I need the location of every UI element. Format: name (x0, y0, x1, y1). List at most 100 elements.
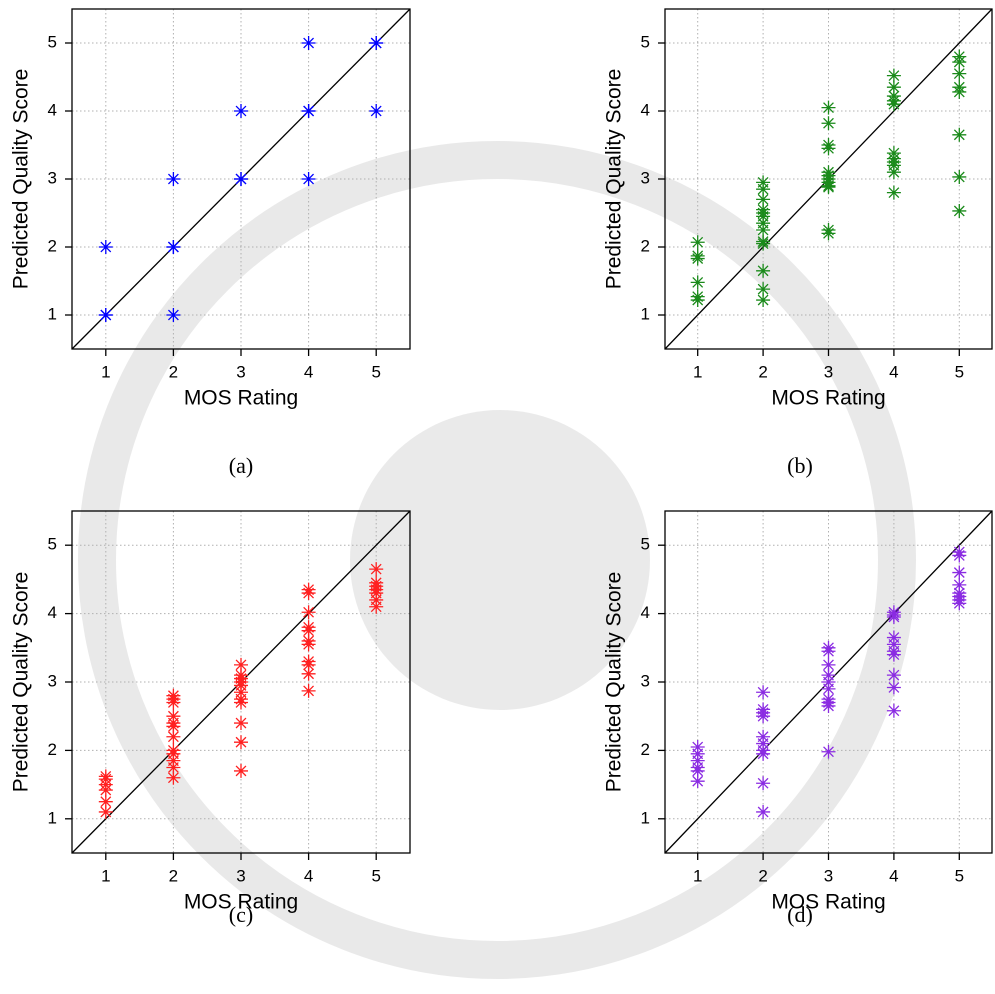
data-point (756, 805, 770, 819)
y-tick-label: 1 (641, 304, 650, 323)
y-tick-label: 3 (641, 168, 650, 187)
data-point (887, 680, 901, 694)
data-point (952, 596, 966, 610)
data-point (756, 237, 770, 251)
data-point (822, 116, 836, 130)
data-point (369, 562, 383, 576)
data-point (166, 308, 180, 322)
data-point (234, 716, 248, 730)
y-axis-label: Predicted Quality Score (603, 69, 626, 290)
caption: (b) (787, 453, 813, 478)
figure: 1 2 3 4 5 1 2 3 4 5 MOS Rating Predicted Quality Sc… (0, 0, 995, 994)
data-point (302, 684, 316, 698)
y-tick-label: 1 (641, 808, 650, 827)
y-tick-label: 4 (641, 603, 650, 622)
data-point (99, 805, 113, 819)
x-tick-label: 4 (889, 866, 898, 885)
x-tick-label: 3 (824, 362, 833, 381)
x-tick-label: 4 (889, 362, 898, 381)
data-point (822, 699, 836, 713)
data-point (822, 745, 836, 759)
x-tick-label: 1 (101, 362, 110, 381)
data-point (952, 128, 966, 142)
data-point (822, 644, 836, 658)
data-point (756, 747, 770, 761)
y-tick-label: 1 (48, 808, 57, 827)
data-point (756, 264, 770, 278)
data-point (369, 36, 383, 50)
y-tick-label: 5 (641, 535, 650, 554)
watermark (97, 160, 897, 960)
data-point (99, 240, 113, 254)
data-point (887, 648, 901, 662)
data-point (691, 774, 705, 788)
x-tick-label: 2 (758, 866, 767, 885)
data-point (756, 709, 770, 723)
y-tick-label: 3 (641, 671, 650, 690)
data-point (756, 685, 770, 699)
data-point (691, 275, 705, 289)
data-point (691, 252, 705, 266)
y-tick-label: 5 (641, 32, 650, 51)
data-point (887, 610, 901, 624)
y-tick-label: 3 (48, 168, 57, 187)
data-point (302, 586, 316, 600)
y-axis-label: Predicted Quality Score (10, 572, 33, 793)
y-tick-label: 2 (641, 236, 650, 255)
data-point (302, 637, 316, 651)
x-tick-label: 5 (371, 866, 380, 885)
y-tick-label: 2 (48, 740, 57, 759)
x-axis-label: MOS Rating (184, 387, 298, 410)
caption: (c) (229, 902, 253, 927)
data-point (302, 605, 316, 619)
caption: (a) (229, 453, 253, 478)
y-tick-label: 2 (641, 740, 650, 759)
data-point (756, 293, 770, 307)
data-point (369, 104, 383, 118)
data-point (952, 566, 966, 580)
data-point (166, 240, 180, 254)
x-tick-label: 4 (304, 866, 313, 885)
y-tick-label: 4 (48, 603, 57, 622)
data-point (887, 165, 901, 179)
data-point (952, 85, 966, 99)
x-tick-label: 3 (236, 362, 245, 381)
y-axis-label: Predicted Quality Score (603, 572, 626, 793)
x-tick-label: 1 (101, 866, 110, 885)
data-point (887, 704, 901, 718)
data-point (887, 668, 901, 682)
x-tick-label: 2 (758, 362, 767, 381)
data-point (234, 735, 248, 749)
data-point (166, 696, 180, 710)
y-tick-label: 1 (48, 304, 57, 323)
data-point (166, 172, 180, 186)
data-point (302, 104, 316, 118)
data-point (369, 600, 383, 614)
data-point (99, 308, 113, 322)
x-tick-label: 5 (955, 362, 964, 381)
y-tick-label: 4 (641, 100, 650, 119)
data-point (822, 180, 836, 194)
y-tick-label: 4 (48, 100, 57, 119)
x-tick-label: 5 (371, 362, 380, 381)
x-tick-label: 4 (304, 362, 313, 381)
x-axis-label: MOS Rating (771, 387, 885, 410)
data-point (756, 776, 770, 790)
y-axis-label: Predicted Quality Score (10, 69, 33, 290)
data-point (234, 764, 248, 778)
data-point (234, 172, 248, 186)
data-point (952, 170, 966, 184)
data-point (887, 97, 901, 111)
caption: (d) (787, 902, 813, 927)
data-point (166, 730, 180, 744)
x-tick-label: 1 (693, 866, 702, 885)
data-point (691, 293, 705, 307)
data-point (822, 141, 836, 155)
data-point (887, 186, 901, 200)
y-tick-label: 3 (48, 671, 57, 690)
y-tick-label: 2 (48, 236, 57, 255)
data-point (952, 548, 966, 562)
